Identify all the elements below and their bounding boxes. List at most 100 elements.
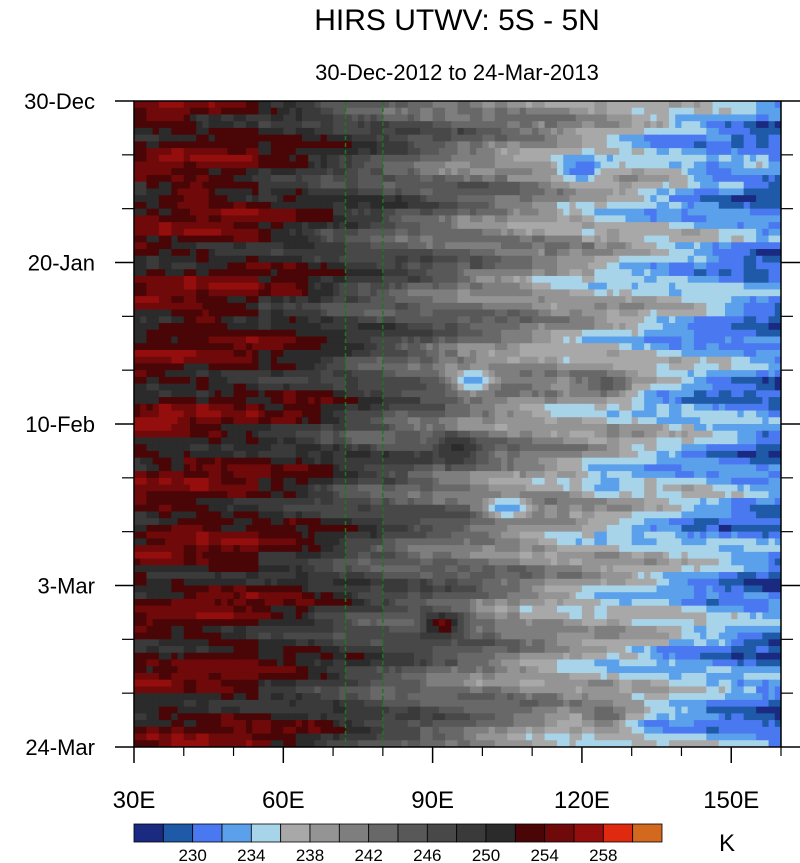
field-cell [264,349,272,358]
field-cell [376,417,384,425]
field-cell [743,403,751,412]
field-cell [588,249,595,257]
field-cell [569,154,577,163]
field-cell [134,154,141,163]
field-cell [420,107,427,116]
field-cell [457,262,465,270]
field-cell [476,222,483,230]
field-cell [774,101,781,109]
field-cell [731,141,739,149]
field-cell [270,309,278,317]
field-cell [606,397,614,405]
field-cell [532,134,539,142]
field-cell [482,208,490,216]
field-cell [569,127,577,136]
field-cell [289,343,297,351]
field-cell [538,242,546,250]
field-cell [588,255,595,264]
field-cell [264,356,272,365]
field-cell [756,255,763,264]
field-cell [476,195,483,203]
field-cell [158,269,166,277]
field-cell [183,417,191,425]
field-cell [774,249,781,257]
field-cell [420,376,427,385]
field-cell [289,148,297,156]
field-cell [600,175,608,183]
field-cell [339,309,347,317]
field-cell [420,289,427,297]
field-cell [656,127,664,136]
field-cell [270,269,278,277]
field-cell [563,323,571,331]
field-cell [563,403,571,412]
field-cell [140,417,148,425]
field-cell [152,101,160,109]
field-cell [488,309,496,317]
field-cell [513,168,521,176]
field-cell [749,336,757,344]
field-cell [308,161,316,169]
field-cell [208,215,216,223]
field-cell [774,235,781,243]
field-cell [756,336,763,344]
field-cell [588,296,595,304]
field-cell [457,336,465,344]
field-cell [426,363,434,371]
field-cell [314,255,322,264]
field-cell [345,101,353,109]
field-cell [557,255,564,264]
field-cell [737,309,745,317]
field-cell [258,309,266,317]
field-cell [463,215,471,223]
field-cell [681,168,689,176]
field-cell [768,309,776,317]
field-cell [693,376,701,385]
field-cell [625,289,633,297]
field-cell [401,255,409,264]
field-cell [712,309,720,317]
field-cell [669,397,676,405]
field-cell [749,228,757,237]
field-cell [513,188,521,196]
field-cell [270,242,278,250]
field-cell [395,296,403,304]
field-cell [171,410,179,418]
field-cell [295,168,303,176]
field-cell [233,242,241,250]
field-cell [165,222,172,230]
field-cell [588,148,595,156]
field-cell [606,262,614,270]
field-cell [644,114,651,122]
field-cell [189,114,197,122]
field-cell [177,168,185,176]
field-cell [774,296,781,304]
field-cell [600,336,608,344]
field-cell [158,121,166,129]
field-cell [600,208,608,216]
field-cell [469,302,477,311]
field-cell [351,121,359,129]
field-cell [351,154,359,163]
field-cell [463,154,471,163]
field-cell [588,410,595,418]
field-cell [413,383,421,391]
field-cell [171,201,179,210]
field-cell [314,343,322,351]
field-cell [233,323,241,331]
field-cell [345,376,353,385]
field-cell [532,195,539,203]
field-cell [395,282,403,291]
field-cell [413,222,421,230]
field-cell [451,222,459,230]
field-cell [326,242,334,250]
field-cell [165,403,172,412]
field-cell [513,417,521,425]
field-cell [637,208,645,216]
field-cell [326,403,334,412]
field-cell [631,208,639,216]
field-cell [202,275,210,284]
field-cell [351,269,359,277]
field-cell [289,127,297,136]
field-cell [544,376,552,385]
